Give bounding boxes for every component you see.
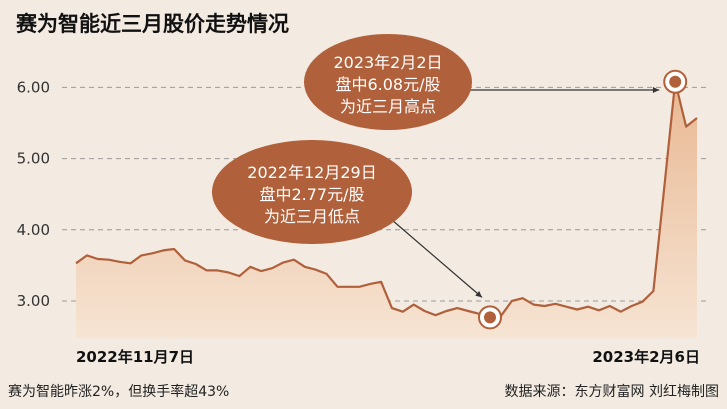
annotation-text: 盘中2.77元/股 <box>259 185 364 204</box>
annotation-connector <box>391 219 483 298</box>
chart-title: 赛为智能近三月股价走势情况 <box>16 12 289 36</box>
y-tick-label: 4.00 <box>17 221 50 239</box>
annotation-text: 2022年12月29日 <box>247 163 376 182</box>
annotation-marker-dot <box>484 311 496 324</box>
annotation-arrowhead <box>475 290 482 298</box>
y-tick-label: 6.00 <box>17 78 50 96</box>
x-label-start: 2022年11月7日 <box>76 348 194 366</box>
x-label-end: 2023年2月6日 <box>592 348 700 366</box>
footer-note: 赛为智能昨涨2%，但换手率超43% <box>8 384 230 400</box>
annotation-bubble <box>212 140 412 244</box>
annotation-text: 2023年2月2日 <box>333 53 442 72</box>
annotation-marker-dot <box>669 75 682 88</box>
annotation-text: 盘中6.08元/股 <box>335 75 440 94</box>
footer-source: 数据来源：东方财富网 刘红梅制图 <box>504 384 719 400</box>
annotation-text: 为近三月低点 <box>264 207 360 226</box>
annotation-text: 为近三月高点 <box>340 97 436 116</box>
y-tick-label: 5.00 <box>17 150 50 168</box>
y-tick-label: 3.00 <box>17 292 50 310</box>
price-line <box>75 80 698 319</box>
annotation-bubble <box>304 34 472 130</box>
annotation-arrowhead <box>652 86 660 94</box>
